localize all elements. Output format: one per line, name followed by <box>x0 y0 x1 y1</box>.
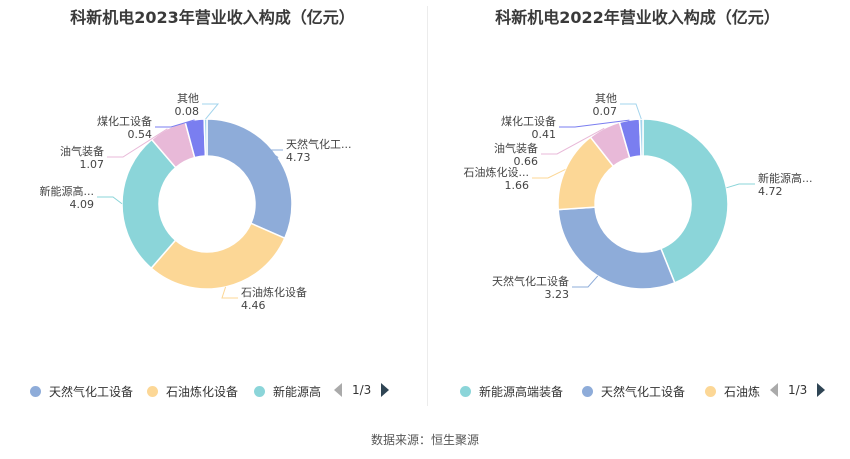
legend-label: 新能源高端装备 <box>479 385 564 399</box>
slice-value-label: 0.54 <box>128 128 153 141</box>
leader-line <box>572 275 599 288</box>
legend-page-indicator: 1/3 <box>352 383 372 397</box>
chart-panel-2023: 科新机电2023年营业收入构成（亿元） 天然气化工... 4.73 石油炼化设备 4.… <box>0 0 425 410</box>
slice-label: 石油炼化设... <box>464 165 530 179</box>
slice-value-label: 1.66 <box>505 179 530 192</box>
legend: 天然气化工设备 石油炼化设备 新能源高 1/3 <box>0 383 425 403</box>
slice-label: 新能源高... <box>758 171 813 185</box>
slice-label: 新能源高... <box>40 184 95 198</box>
legend-item[interactable]: 新能源高端装备 <box>460 383 563 400</box>
leader-line <box>541 127 605 155</box>
legend-label: 新能源高 <box>273 385 322 399</box>
data-source-note: 数据来源：恒生聚源 <box>370 433 479 447</box>
leader-line <box>97 196 123 205</box>
slice-value-label: 4.72 <box>758 185 783 198</box>
slice-value-label: 1.07 <box>80 158 105 171</box>
slice-value-label: 0.66 <box>514 155 539 168</box>
legend-label: 石油炼化设备 <box>166 385 239 399</box>
leader-line <box>202 103 220 120</box>
slice-label: 其他 <box>177 92 199 105</box>
slice-value-label: 3.23 <box>545 288 570 301</box>
donut-slice[interactable] <box>557 206 676 290</box>
slice-label: 油气装备 <box>60 144 104 158</box>
slice-label: 天然气化工... <box>286 137 352 151</box>
legend-dot <box>254 386 265 397</box>
slice-label: 煤化工设备 <box>97 114 152 128</box>
legend-page-indicator: 1/3 <box>788 383 808 397</box>
donut-slice[interactable] <box>206 118 293 240</box>
next-page-icon[interactable] <box>381 383 390 397</box>
prev-page-icon[interactable] <box>334 383 342 397</box>
legend-item[interactable]: 天然气化工设备 <box>582 383 685 400</box>
legend-dot <box>30 386 41 397</box>
donut-slice[interactable] <box>203 118 208 157</box>
slice-label: 其他 <box>595 92 617 105</box>
slice-label: 油气装备 <box>494 141 538 155</box>
next-page-icon[interactable] <box>817 383 826 397</box>
slice-value-label: 0.07 <box>593 105 618 118</box>
chart-title: 科新机电2022年营业收入构成（亿元） <box>495 8 780 27</box>
slice-label: 天然气化工设备 <box>492 274 569 288</box>
legend-item[interactable]: 新能源高 <box>254 383 321 400</box>
leader-line <box>620 103 642 120</box>
prev-page-icon[interactable] <box>770 383 778 397</box>
legend-dot <box>460 386 471 397</box>
slice-label: 煤化工设备 <box>501 114 556 128</box>
leader-line <box>221 286 238 299</box>
leader-line <box>532 168 566 179</box>
legend-label: 天然气化工设备 <box>49 385 134 399</box>
legend-dot <box>705 386 716 397</box>
leader-line <box>559 119 630 128</box>
slice-value-label: 0.41 <box>532 128 557 141</box>
legend-dot <box>582 386 593 397</box>
panel-divider <box>427 6 428 406</box>
legend: 新能源高端装备 天然气化工设备 石油炼 1/3 <box>425 383 850 403</box>
leader-line <box>107 128 168 158</box>
donut-slice[interactable] <box>150 222 286 290</box>
chart-panel-2022: 科新机电2022年营业收入构成（亿元） 新能源高... 4.72 天然气化工设备 3.… <box>425 0 850 410</box>
legend-pager: 1/3 <box>770 383 826 397</box>
donut-slice[interactable] <box>642 118 729 284</box>
donut-chart-2022: 新能源高...4.72天然气化工设备3.23石油炼化设...1.66油气装备0.… <box>464 92 813 301</box>
slice-value-label: 4.46 <box>241 299 266 312</box>
legend-item[interactable]: 石油炼 <box>705 383 760 400</box>
leader-line <box>265 149 283 158</box>
donut-slice[interactable] <box>638 118 644 157</box>
legend-dot <box>147 386 158 397</box>
leader-line <box>726 183 755 189</box>
legend-item[interactable]: 天然气化工设备 <box>30 383 133 400</box>
legend-item[interactable]: 石油炼化设备 <box>147 383 238 400</box>
slice-value-label: 4.73 <box>286 151 311 164</box>
slice-value-label: 4.09 <box>70 198 95 211</box>
legend-label: 石油炼 <box>724 385 761 399</box>
slice-value-label: 0.08 <box>175 105 200 118</box>
chart-title: 科新机电2023年营业收入构成（亿元） <box>70 8 355 27</box>
slice-label: 石油炼化设备 <box>241 285 307 299</box>
leader-line <box>155 119 195 128</box>
legend-pager: 1/3 <box>334 383 390 397</box>
legend-label: 天然气化工设备 <box>601 385 686 399</box>
